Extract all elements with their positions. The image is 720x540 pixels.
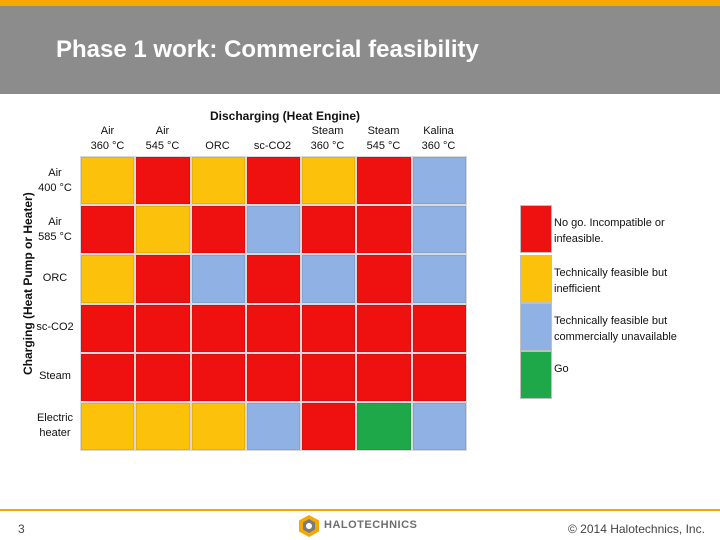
matrix-cell-nogo [81,304,135,352]
legend-item: Technically feasible but commercially un… [520,303,720,351]
halotechnics-logo: HALOTECHNICS [298,514,428,538]
row-header: Air 585 °C [30,205,80,254]
legend-label: Go [554,363,569,375]
matrix-cell-nogo [136,353,190,401]
row-header-line: Steam [39,370,71,382]
legend-label: No go. Incompatible or infeasible. [554,217,665,245]
logo-hexagon-icon [299,515,319,537]
column-header-line: Steam [367,125,400,137]
legend-label: Technically feasible but commercially un… [554,315,677,343]
matrix-cell-nogo [357,206,411,254]
discharging-axis-title: Discharging (Heat Engine) [209,109,361,123]
legend-item: Technically feasible but inefficient [520,255,720,303]
column-header-line: 360 °C [90,140,125,152]
matrix-cell-unavailable [302,255,356,303]
matrix-cell-nogo [412,304,466,352]
matrix-cell-nogo [81,206,135,254]
matrix-cell-nogo [246,353,301,401]
column-header-line: Kalina [423,125,454,137]
legend-swatch [520,303,552,351]
matrix-cell-nogo [302,304,356,352]
column-header-line: 545 °C [366,140,401,152]
matrix-cell-inefficient [191,157,245,205]
matrix-cell-nogo [246,157,301,205]
matrix-cell-inefficient [136,206,190,254]
row-header-line: 400 °C [38,181,72,194]
column-header-line: sc-CO2 [253,140,292,152]
column-header-line: Air [155,125,170,137]
matrix-cell-unavailable [412,206,466,254]
legend-item: Go [520,351,720,399]
row-header-line: heater [39,426,71,439]
column-header-line: ORC [205,140,230,152]
row-header: ORC [30,254,80,303]
row-header: Steam [30,352,80,401]
column-header: Air 545 °C [135,124,190,156]
matrix-cell-nogo [357,255,411,303]
row-header-line: ORC [42,272,68,284]
matrix-cell-nogo [412,353,466,401]
matrix-cell-nogo [81,353,135,401]
row-header-line: Air [48,166,62,179]
matrix-cell-inefficient [136,402,190,450]
matrix-cell-inefficient [302,157,356,205]
matrix-cell-nogo [357,157,411,205]
matrix-cell-nogo [191,206,245,254]
matrix-cell-nogo [302,353,356,401]
matrix-cell-inefficient [81,255,135,303]
header-accent-stripe [0,0,720,6]
matrix-cell-nogo [136,304,190,352]
matrix-cell-nogo [246,255,301,303]
column-header-line: Steam [311,125,344,137]
column-header: Steam 545 °C [356,124,411,156]
page-number: 3 [18,522,25,536]
row-header: Air 400 °C [30,156,80,205]
matrix-cell-nogo [136,157,190,205]
row-header-line: sc-CO2 [36,321,74,333]
matrix-cell-go [357,402,411,450]
legend-swatch [520,255,552,303]
matrix-cell-inefficient [81,402,135,450]
matrix-cell-nogo [302,206,356,254]
slide-header: Phase 1 work: Commercial feasibility [0,6,720,94]
legend-swatch [520,351,552,399]
matrix-cell-nogo [357,304,411,352]
row-header-line: Electric [36,411,74,424]
copyright-notice: © 2014 Halotechnics, Inc. [568,522,705,536]
matrix-cell-nogo [302,402,356,450]
matrix-cell-inefficient [191,402,245,450]
column-header-line: 545 °C [145,140,180,152]
column-header-line: 360 °C [421,140,456,152]
row-header-line: Air [48,215,62,228]
logo-text: HALOTECHNICS [324,519,418,531]
column-header: Steam 360 °C [300,124,355,156]
matrix-cell-unavailable [246,402,301,450]
matrix-cell-nogo [136,255,190,303]
row-header-line: 585 °C [38,230,72,243]
slide-title: Phase 1 work: Commercial feasibility [56,36,479,63]
matrix-cell-nogo [191,353,245,401]
column-header-line: Air [100,125,115,137]
matrix-cell-unavailable [246,206,301,254]
column-header: ORC [190,124,245,156]
legend-swatch [520,205,552,253]
feasibility-matrix [80,156,467,451]
legend-label: Technically feasible but inefficient [554,267,668,295]
matrix-cell-nogo [246,304,301,352]
column-header: sc-CO2 [245,124,300,156]
row-header: sc-CO2 [30,303,80,352]
column-header-line: 360 °C [310,140,345,152]
matrix-cell-unavailable [412,255,466,303]
matrix-cell-unavailable [191,255,245,303]
row-header: Electric heater [30,401,80,450]
matrix-cell-inefficient [81,157,135,205]
legend-item: No go. Incompatible or infeasible. [520,205,720,253]
matrix-cell-unavailable [412,402,466,450]
matrix-cell-unavailable [412,157,466,205]
matrix-cell-nogo [357,353,411,401]
column-header: Kalina 360 °C [411,124,466,156]
footer-divider [0,509,720,511]
matrix-cell-nogo [191,304,245,352]
column-header: Air 360 °C [80,124,135,156]
